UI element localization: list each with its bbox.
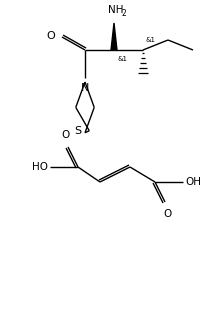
Text: S: S <box>74 126 81 136</box>
Text: &1: &1 <box>146 37 156 43</box>
Text: O: O <box>46 31 55 41</box>
Text: NH: NH <box>108 5 124 15</box>
Text: O: O <box>163 209 171 219</box>
Text: O: O <box>62 130 70 140</box>
Text: &1: &1 <box>118 56 128 62</box>
Text: OH: OH <box>185 177 201 187</box>
Text: N: N <box>81 83 89 93</box>
Polygon shape <box>111 23 117 50</box>
Text: HO: HO <box>32 162 48 172</box>
Text: 2: 2 <box>122 9 126 18</box>
